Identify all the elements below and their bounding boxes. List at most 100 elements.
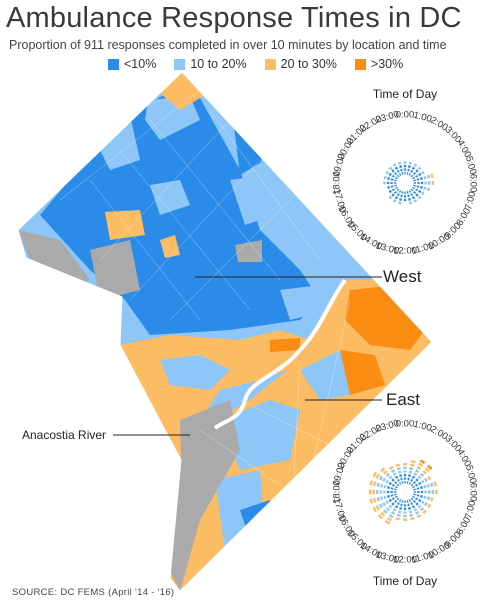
radial-segment-east-h9-lt10: [415, 502, 419, 506]
radial-segment-east-h6-lt10: [420, 490, 424, 494]
radial-segment-west-h20-lt10: [395, 176, 398, 180]
radial-segment-east-h2-20to30: [418, 462, 424, 467]
radial-segment-east-h11-20to30: [410, 517, 415, 521]
radial-segment-west-h9-lt10: [410, 188, 414, 192]
radial-segment-east-h6-10to20: [431, 489, 434, 495]
radial-segment-east-h5-lt10: [416, 487, 420, 490]
radial-segment-east-h4-10to20: [424, 477, 428, 482]
radial-segment-west-h14-10to20: [392, 199, 397, 203]
radial-segment-east-h8-20to30: [427, 503, 432, 509]
radial-segment-east-h6-10to20: [427, 490, 431, 494]
radial-segment-west-h7-lt10: [413, 184, 416, 187]
radial-segment-west-h13-lt10: [400, 194, 403, 198]
radial-segment-east-h3-gt30: [427, 464, 433, 470]
radial-segment-east-h18-10to20: [379, 490, 383, 494]
radial-segment-east-h3-20to30: [422, 470, 427, 475]
radial-segment-east-h19-10to20: [380, 483, 384, 488]
legend-label-gt30: >30%: [370, 57, 404, 71]
radial-segment-east-h2-20to30: [416, 465, 422, 470]
radial-segment-east-h11-10to20: [409, 513, 414, 517]
hour-label-west-5: 5:00: [463, 155, 478, 176]
radial-segment-east-h7-lt10: [419, 494, 423, 498]
time-of-day-label-west: Time of Day: [373, 87, 437, 101]
radial-segment-east-h10-10to20: [413, 508, 418, 512]
hour-label-east-1: 1:00: [412, 419, 433, 434]
radial-segment-west-h18-lt10: [394, 182, 397, 184]
region-no-data-2: [90, 240, 140, 300]
radial-segment-east-h9-10to20: [417, 504, 422, 509]
radial-segment-east-h20-lt10: [391, 483, 395, 487]
radial-segment-east-h17-20to30: [369, 498, 374, 504]
radial-segment-east-h20-20to30: [375, 473, 380, 479]
radial-segment-east-h21-10to20: [388, 475, 393, 480]
radial-segment-east-h3-lt10: [410, 483, 414, 487]
radial-segment-east-h0-10to20: [403, 466, 407, 470]
radial-segment-east-h18-lt10: [386, 490, 390, 494]
radial-segment-east-h2-lt10: [408, 482, 412, 485]
radial-segment-west-h15-10to20: [388, 195, 393, 200]
radial-segment-west-h6-lt10: [420, 181, 424, 185]
radial-segment-east-h5-10to20: [430, 482, 434, 487]
radial-segment-east-h23-20to30: [395, 463, 400, 467]
radial-segment-west-h14-lt10: [394, 196, 399, 200]
radial-segment-west-h0-lt10: [403, 168, 407, 171]
radial-segment-west-h0-10to20: [403, 161, 407, 164]
radial-segment-east-h13-10to20: [397, 510, 402, 514]
radial-segment-east-h2-lt10: [410, 478, 414, 482]
east-high-3: [270, 338, 300, 352]
radial-segment-west-h18-10to20: [383, 181, 386, 185]
radial-segment-east-h4-lt10: [415, 483, 419, 487]
radial-segment-west-h11-lt10: [407, 194, 410, 198]
radial-segment-east-h23-10to20: [396, 467, 401, 471]
legend-swatch-10to20: [174, 58, 186, 70]
radial-segment-west-h18-lt10: [390, 181, 393, 185]
legend: <10% 10 to 20% 20 to 30% >30%: [108, 57, 403, 71]
radial-chart-east: 0:001:002:003:004:005:006:007:008:009:00…: [331, 418, 479, 566]
radial-segment-east-h4-20to30: [427, 475, 432, 481]
region-light-7: [160, 355, 230, 390]
radial-segment-west-h21-lt10: [391, 169, 395, 173]
radial-segment-east-h23-10to20: [397, 470, 402, 474]
radial-segment-east-h5-10to20: [426, 483, 430, 488]
radial-segment-east-h2-10to20: [413, 472, 418, 476]
radial-segment-west-h23-10to20: [397, 161, 402, 165]
radial-segment-west-h9-10to20: [417, 195, 422, 200]
radial-segment-east-h18-lt10: [394, 491, 397, 493]
radial-segment-east-h22-lt10: [396, 478, 400, 482]
radial-segment-east-h12-lt10: [404, 500, 406, 504]
radial-segment-east-h9-lt10: [410, 497, 414, 501]
radial-segment-west-h11-lt10: [407, 197, 411, 201]
radial-segment-east-h8-lt10: [415, 497, 419, 501]
radial-segment-east-h20-lt10: [388, 481, 392, 486]
radial-segment-east-h8-lt10: [412, 495, 415, 499]
radial-segment-east-h17-lt10: [394, 493, 397, 496]
hour-label-east-0: 0:00: [396, 419, 415, 430]
radial-segment-west-h23-lt10: [400, 168, 403, 172]
hour-label-west-0: 0:00: [396, 110, 415, 121]
legend-swatch-gt30: [354, 58, 366, 70]
radial-segment-west-h10-lt10: [410, 193, 414, 197]
radial-segment-east-h11-10to20: [408, 510, 413, 514]
radial-segment-east-h6-20to30: [435, 489, 438, 495]
radial-segment-east-h6-10to20: [424, 490, 427, 494]
radial-segment-east-h14-10to20: [388, 514, 394, 519]
radial-segment-east-h19-lt10: [390, 487, 394, 490]
radial-segment-west-h4-lt10: [418, 172, 422, 177]
hour-label-west-7: 7:00: [463, 190, 478, 211]
radial-segment-west-h3-lt10: [412, 171, 417, 176]
radial-segment-west-h21-lt10: [393, 171, 398, 176]
hour-label-west-23: 23:00: [374, 109, 400, 126]
radial-segment-east-h1-20to30: [410, 459, 416, 464]
radial-segment-west-h2-10to20: [413, 163, 418, 167]
radial-segment-east-h10-lt10: [408, 499, 412, 502]
radial-segment-west-h8-lt10: [418, 189, 422, 194]
radial-segment-west-h7-10to20: [423, 186, 427, 191]
radial-segment-east-h11-lt10: [407, 503, 410, 507]
radial-segment-east-h16-10to20: [382, 502, 386, 507]
radial-segment-west-h11-10to20: [408, 201, 413, 205]
radial-segment-east-h15-10to20: [385, 507, 390, 512]
radial-segment-west-h18-lt10: [386, 181, 390, 185]
hour-label-east-12: 12:00: [393, 555, 417, 566]
radial-segment-west-h7-10to20: [426, 187, 430, 192]
